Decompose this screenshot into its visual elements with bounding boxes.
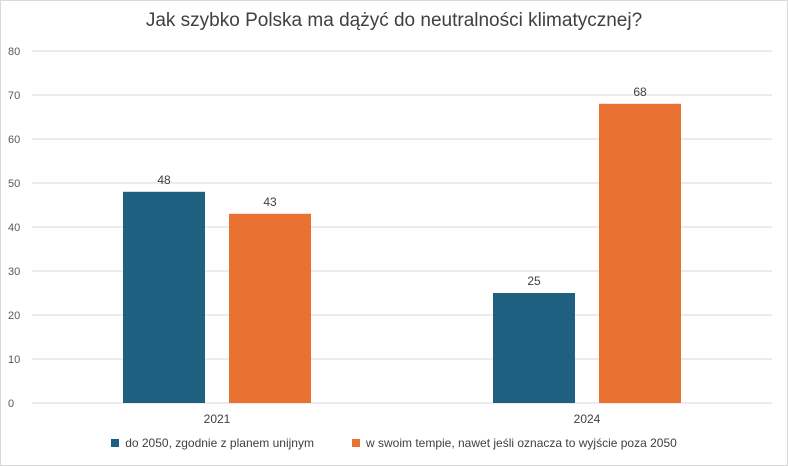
y-tick-label: 20 — [8, 310, 20, 322]
y-tick-label: 0 — [8, 398, 14, 410]
legend-swatch — [111, 439, 120, 447]
y-tick-label: 50 — [8, 178, 20, 190]
y-tick-label: 60 — [8, 134, 20, 146]
data-label: 43 — [263, 195, 277, 209]
data-label: 48 — [157, 173, 171, 187]
y-tick-label: 30 — [8, 266, 20, 278]
y-tick-label: 80 — [8, 46, 20, 58]
legend-item: do 2050, zgodnie z planem unijnym — [111, 436, 314, 450]
y-tick-label: 70 — [8, 90, 20, 102]
data-label: 68 — [633, 85, 647, 99]
legend-label: do 2050, zgodnie z planem unijnym — [125, 436, 314, 450]
chart-title: Jak szybko Polska ma dążyć do neutralnoś… — [145, 10, 643, 31]
y-tick-label: 10 — [8, 354, 20, 366]
chart-legend: do 2050, zgodnie z planem unijnym w swoim… — [0, 436, 788, 450]
legend-label: w swoim tempie, nawet jeśli oznacza to w… — [365, 436, 677, 450]
x-tick-label: 2024 — [574, 412, 601, 426]
data-label: 25 — [527, 274, 541, 288]
bar — [123, 191, 205, 403]
y-tick-label: 40 — [8, 222, 20, 234]
legend-item: w swoim tempie, nawet jeśli oznacza to w… — [351, 436, 677, 450]
legend-swatch — [351, 439, 360, 447]
x-tick-label: 2021 — [204, 412, 231, 426]
bar — [229, 213, 311, 403]
bar — [493, 293, 575, 403]
bar — [599, 103, 681, 404]
